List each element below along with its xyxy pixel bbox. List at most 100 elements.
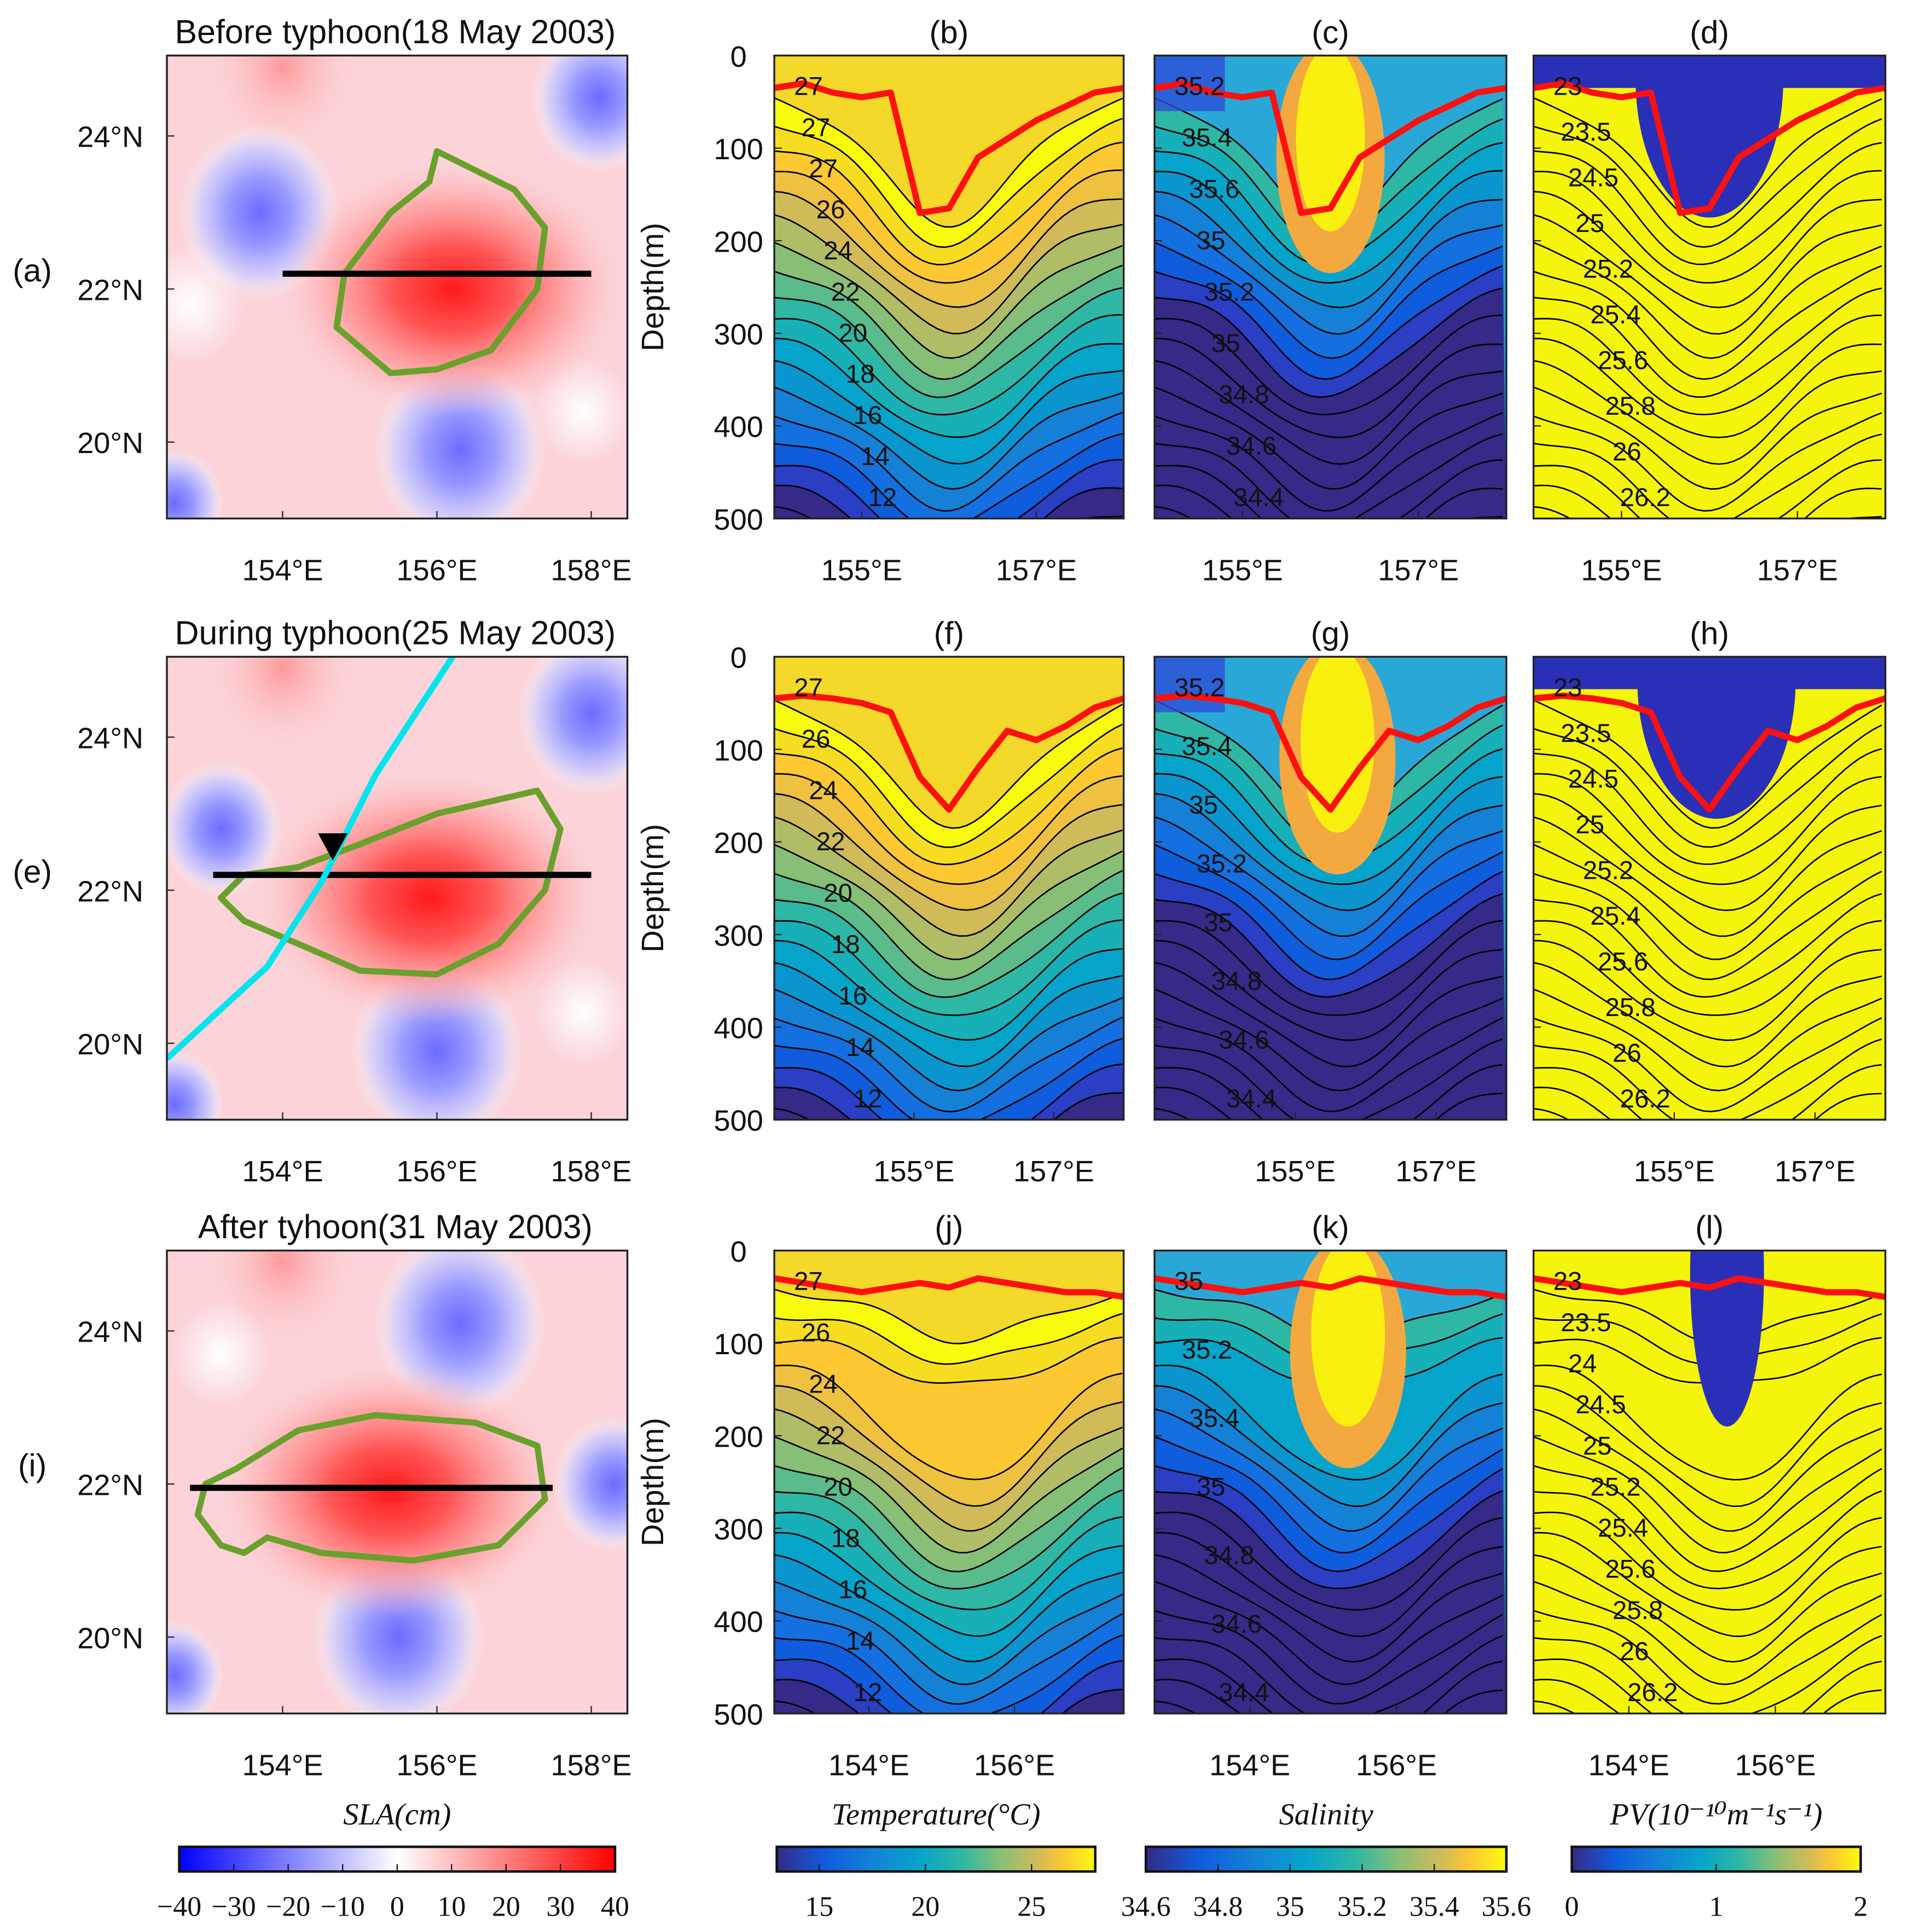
contour-band bbox=[774, 1659, 1124, 1714]
contour-label: 35.6 bbox=[1189, 175, 1239, 204]
isoline bbox=[1154, 1064, 1503, 1120]
lon-tick-label: 158°E bbox=[551, 554, 632, 587]
mixed-layer-depth-line bbox=[774, 692, 1124, 813]
contour-label: 14 bbox=[846, 1627, 875, 1656]
isoline bbox=[1533, 962, 1882, 1067]
isoline bbox=[774, 1289, 1123, 1344]
colorbar-tick-label: 10 bbox=[437, 1892, 466, 1923]
contour-label: 27 bbox=[802, 113, 831, 142]
lat-tick-label: 20°N bbox=[77, 427, 143, 460]
contour-label: 25 bbox=[1575, 209, 1604, 238]
contour-label: 26.2 bbox=[1627, 1678, 1678, 1707]
contour-label: 26 bbox=[802, 724, 831, 753]
isoline bbox=[1154, 962, 1503, 1067]
contour-label: 23.5 bbox=[1561, 1308, 1611, 1337]
isoline bbox=[1533, 142, 1882, 265]
contour-label: 25 bbox=[1575, 810, 1604, 839]
isoline bbox=[1533, 287, 1882, 398]
colorbar-tick-label: 2 bbox=[1854, 1892, 1868, 1923]
isoline bbox=[1154, 1365, 1503, 1481]
lon-tick-label: 156°E bbox=[397, 1155, 478, 1188]
lat-tick-label: 24°N bbox=[77, 1316, 143, 1349]
depth-axis-label: Depth(m) bbox=[635, 223, 670, 351]
isoline bbox=[1154, 793, 1503, 912]
isoline bbox=[1533, 386, 1882, 490]
isoline bbox=[1154, 1017, 1503, 1112]
contour-label: 27 bbox=[794, 1267, 823, 1296]
depth-tick-label: 500 bbox=[714, 1105, 763, 1138]
contour-label: 22 bbox=[831, 277, 860, 306]
temp-section: (b) 27 27 27 26 24 22 20 18 16 14 12 155°E 157°E bbox=[773, 15, 1125, 587]
contour-label: 25.2 bbox=[1590, 1472, 1640, 1501]
contour-label: 26 bbox=[816, 195, 845, 224]
contour-labels: 23 23.5 24 24.5 25 25.2 25.4 25.6 25.8 26 26.2 bbox=[1553, 1267, 1678, 1707]
contour-label: 20 bbox=[838, 319, 867, 348]
isoline bbox=[1154, 1531, 1503, 1637]
map-field bbox=[167, 657, 628, 1120]
section-field bbox=[1154, 55, 1507, 519]
mixed-layer-depth-line bbox=[1154, 692, 1507, 813]
isoline bbox=[1154, 1408, 1503, 1532]
eddy-edge-contour bbox=[194, 1412, 548, 1564]
colorbar-tick-label: 35.6 bbox=[1482, 1892, 1532, 1923]
panel-label: (h) bbox=[1690, 616, 1729, 652]
isoline bbox=[1533, 1038, 1882, 1120]
isoline bbox=[774, 723, 1123, 848]
contour-label: 22 bbox=[816, 1422, 845, 1451]
section-field bbox=[1154, 1250, 1507, 1714]
isoline bbox=[1154, 1436, 1503, 1554]
contour-label: 20 bbox=[823, 879, 852, 908]
section-field bbox=[774, 657, 1124, 1120]
colorbar-tick-label: −10 bbox=[321, 1892, 365, 1923]
low-salinity-surface bbox=[1154, 657, 1225, 712]
contour-label: 34.8 bbox=[1204, 1541, 1254, 1570]
section-field bbox=[1533, 55, 1886, 519]
contour-band bbox=[1154, 485, 1506, 519]
colorbar-tick-label: 15 bbox=[805, 1892, 833, 1923]
contour-label: 23 bbox=[1553, 72, 1582, 101]
isoline bbox=[1533, 1064, 1882, 1120]
panel-label: (c) bbox=[1312, 15, 1349, 50]
lon-tick-label: 154°E bbox=[242, 554, 323, 587]
lon-tick-label: 155°E bbox=[873, 1155, 954, 1188]
lon-tick-label: 156°E bbox=[397, 554, 478, 587]
lon-tick-label: 158°E bbox=[551, 1749, 632, 1782]
lat-tick-label: 22°N bbox=[77, 875, 143, 908]
contour-label: 35.4 bbox=[1182, 732, 1232, 761]
contour-label: 12 bbox=[853, 1084, 882, 1113]
lon-tick-label: 157°E bbox=[1378, 554, 1459, 587]
lon-tick-label: 154°E bbox=[242, 1155, 323, 1188]
contour-label: 34.6 bbox=[1211, 1610, 1262, 1639]
sla-map: 24°N 22°N 20°N 154°E 156°E 158°E bbox=[77, 655, 632, 1188]
contour-labels: 23 23.5 24.5 25 25.2 25.4 25.6 25.8 26 26.2 bbox=[1553, 674, 1671, 1113]
isoline bbox=[774, 1385, 1123, 1507]
isoline bbox=[774, 773, 1123, 885]
isoline bbox=[1533, 1511, 1882, 1611]
isoline bbox=[1154, 214, 1503, 335]
depth-tick-label: 300 bbox=[714, 1513, 763, 1546]
lat-tick-label: 20°N bbox=[77, 1622, 143, 1655]
isoline bbox=[774, 169, 1123, 284]
colorbar-tick-label: 35 bbox=[1276, 1892, 1304, 1923]
contour-band bbox=[1154, 1659, 1506, 1714]
colorbar-tick-label: 0 bbox=[1565, 1892, 1579, 1923]
contour-label: 35.2 bbox=[1174, 674, 1225, 703]
section-frame bbox=[1153, 1249, 1507, 1715]
isoline bbox=[774, 1365, 1123, 1481]
cyclonic-eddy bbox=[167, 1621, 224, 1714]
depth-tick-label: 500 bbox=[714, 1698, 763, 1731]
contour-label: 24 bbox=[809, 1370, 838, 1399]
lat-tick-label: 22°N bbox=[77, 1469, 143, 1502]
contour-band bbox=[774, 1701, 815, 1714]
isoline bbox=[1154, 816, 1503, 937]
panel-label: (k) bbox=[1312, 1210, 1349, 1245]
eddy-edge-contour bbox=[218, 787, 564, 978]
isoline bbox=[1154, 359, 1503, 465]
lat-tick-label: 24°N bbox=[77, 722, 143, 755]
isoline bbox=[1533, 1610, 1882, 1705]
contour-label: 26 bbox=[1613, 1038, 1642, 1067]
panel-label: (e) bbox=[13, 854, 52, 890]
isoline bbox=[1533, 1017, 1882, 1112]
lon-tick-label: 155°E bbox=[1202, 554, 1283, 587]
lon-tick-label: 157°E bbox=[996, 554, 1077, 587]
